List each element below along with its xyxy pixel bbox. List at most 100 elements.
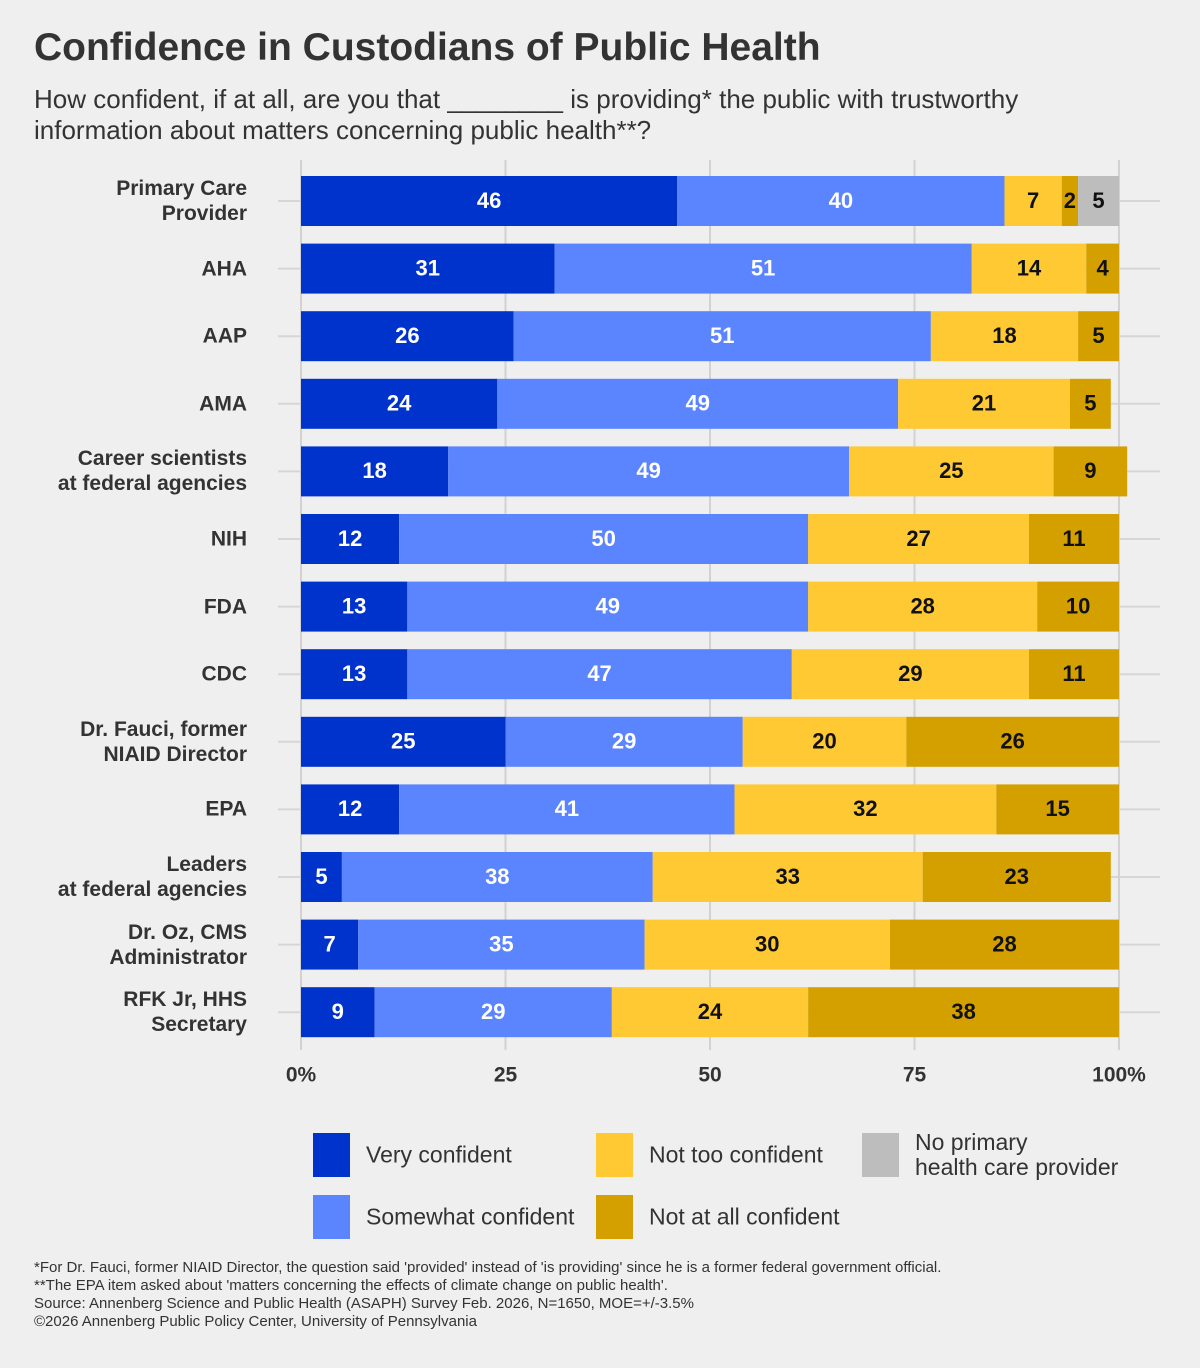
legend-label: Very confident — [366, 1141, 512, 1168]
value-label: 2 — [1064, 188, 1076, 213]
bar-segment — [301, 243, 555, 294]
value-label: 29 — [612, 729, 636, 754]
bar-segment — [301, 311, 514, 362]
bar-segment — [996, 784, 1119, 835]
bar-segment — [399, 514, 809, 564]
value-label: 35 — [489, 931, 513, 956]
category-label: AHA — [201, 257, 248, 281]
bar-segment — [1029, 649, 1119, 700]
value-label: 26 — [1000, 729, 1024, 754]
bar-segment — [1078, 311, 1119, 362]
value-label: 13 — [342, 661, 366, 686]
value-label: 38 — [485, 864, 509, 889]
value-label: 33 — [775, 864, 799, 889]
legend-label: Not too confident — [649, 1141, 823, 1168]
bar-segment — [930, 311, 1079, 362]
bar-segment — [652, 852, 923, 902]
value-label: 24 — [698, 999, 723, 1024]
bar-segment — [1086, 243, 1119, 294]
value-label: 7 — [324, 931, 336, 956]
bar-segment — [358, 919, 645, 970]
legend-swatch — [596, 1195, 633, 1239]
value-label: 51 — [710, 323, 734, 348]
category-label: Dr. Fauci, former NIAID Director — [80, 717, 247, 766]
value-label: 7 — [1027, 188, 1039, 213]
bar-segment — [407, 649, 792, 700]
category-label: AMA — [199, 392, 247, 416]
footnote: *For Dr. Fauci, former NIAID Director, t… — [34, 1259, 942, 1276]
bar-segment — [644, 919, 890, 970]
footnote: Source: Annenberg Science and Public Hea… — [34, 1295, 694, 1312]
bar-segment — [791, 649, 1030, 700]
bar-segment — [301, 176, 678, 226]
value-label: 50 — [591, 526, 615, 551]
category-label: FDA — [203, 595, 247, 619]
bar-segment — [301, 919, 359, 970]
value-label: 5 — [1084, 391, 1096, 416]
value-label: 41 — [555, 796, 579, 821]
bar-segment — [906, 716, 1119, 767]
category-label: RFK Jr, HHS Secretary — [123, 988, 247, 1037]
footnote: ©2026 Annenberg Public Policy Center, Un… — [34, 1313, 477, 1330]
value-label: 10 — [1066, 593, 1090, 618]
bar-segment — [898, 378, 1070, 429]
bar-segment — [808, 581, 1038, 632]
x-tick-label: 75 — [903, 1064, 927, 1087]
legend-label: Not at all confident — [649, 1203, 840, 1230]
x-tick-label: 25 — [494, 1064, 518, 1087]
value-label: 20 — [812, 729, 836, 754]
bar-segment — [554, 243, 972, 294]
bar-segment — [1029, 514, 1119, 564]
bar-segment — [742, 716, 907, 767]
bar-segment — [301, 987, 375, 1038]
category-label: CDC — [201, 662, 248, 686]
value-label: 12 — [338, 526, 362, 551]
value-label: 28 — [910, 593, 934, 618]
x-tick-label: 0% — [286, 1064, 317, 1087]
value-label: 38 — [951, 999, 975, 1024]
bar-segment — [497, 378, 899, 429]
value-label: 14 — [1017, 255, 1042, 280]
value-label: 24 — [387, 391, 412, 416]
bar-segment — [301, 581, 408, 632]
value-label: 11 — [1062, 661, 1085, 686]
bar-segment — [1004, 176, 1062, 226]
bar-segment — [301, 649, 408, 700]
value-label: 30 — [755, 931, 779, 956]
category-label: Leaders at federal agencies — [57, 853, 247, 901]
bar-segment — [341, 852, 653, 902]
bar-segment — [301, 514, 400, 564]
chart-subtitle: How confident, if at all, are you that _… — [34, 84, 1019, 145]
category-label: Career scientists at federal agencies — [57, 447, 247, 496]
bar-segment — [301, 852, 342, 902]
category-label: AAP — [202, 324, 247, 348]
bar-segment — [1053, 446, 1128, 497]
bar-segment — [971, 243, 1087, 294]
x-tick-label: 100% — [1092, 1064, 1146, 1087]
value-label: 47 — [587, 661, 611, 686]
value-label: 32 — [853, 796, 877, 821]
legend-label: Somewhat confident — [366, 1203, 575, 1230]
bar-segment — [374, 987, 612, 1038]
bar-segment — [734, 784, 997, 835]
value-label: 40 — [829, 188, 853, 213]
bar-segment — [301, 716, 506, 767]
value-label: 31 — [416, 255, 440, 280]
bar-segment — [922, 852, 1111, 902]
value-label: 27 — [906, 526, 930, 551]
bar-segment — [301, 378, 498, 429]
bar-segment — [1078, 176, 1119, 226]
bar-segment — [889, 919, 1119, 970]
bar-segment — [849, 446, 1054, 497]
value-label: 5 — [315, 864, 327, 889]
value-label: 21 — [972, 391, 996, 416]
value-label: 49 — [596, 593, 620, 618]
legend-swatch — [596, 1133, 633, 1177]
bar-segment — [808, 514, 1030, 564]
bar-segment — [448, 446, 850, 497]
category-label: Primary Care Provider — [116, 177, 247, 225]
value-label: 12 — [338, 796, 362, 821]
category-label: EPA — [205, 797, 247, 821]
